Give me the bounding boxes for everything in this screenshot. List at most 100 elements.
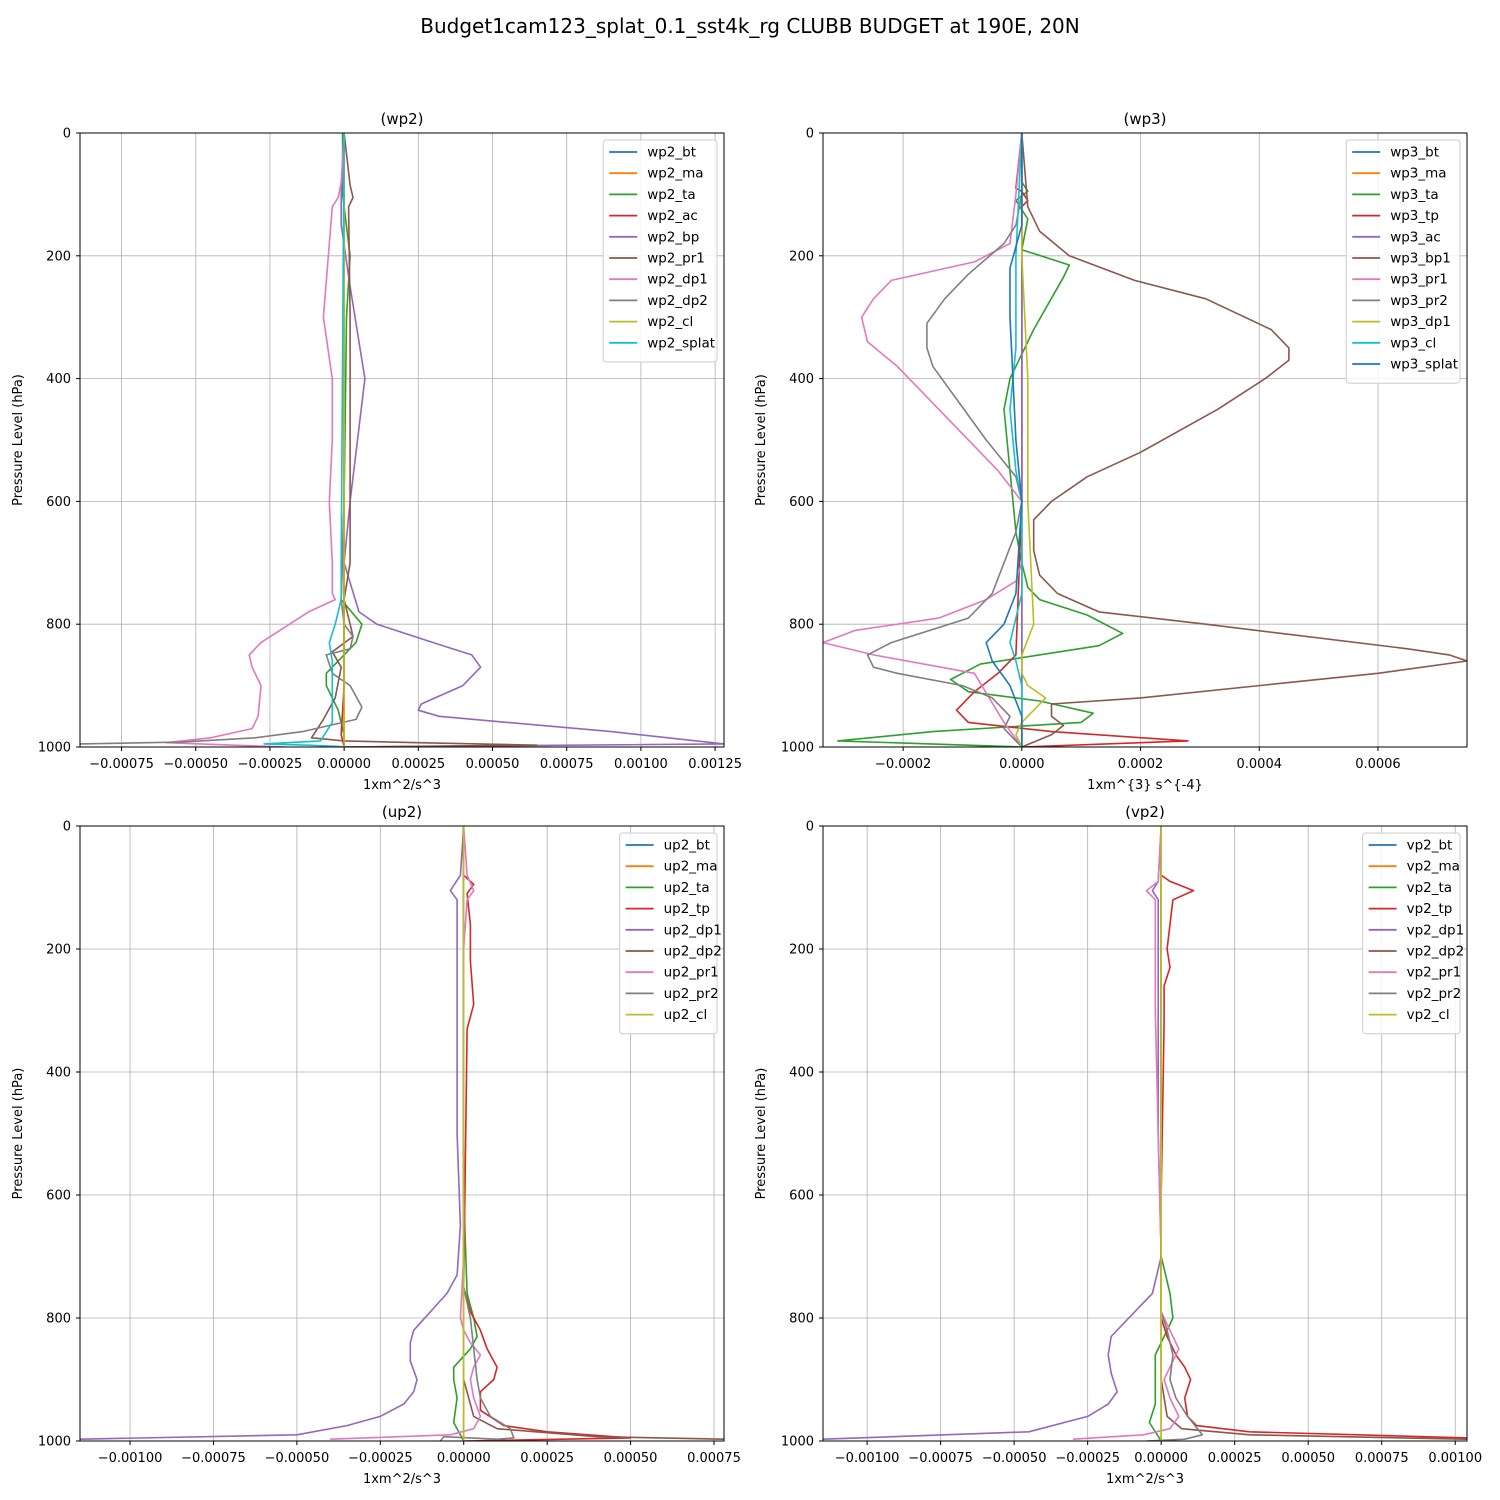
legend-box [1362, 832, 1461, 1035]
legend-label-wp2_bp: wp2_bp [647, 229, 699, 245]
chart-panel-1: −0.00075 −0.00050 −0.00025 0.00000 0.00025 0.… [11, 110, 742, 793]
legend-label-up2_pr1: up2_pr1 [664, 965, 719, 981]
chart-panel-4: −0.00100 −0.00075 −0.00050 −0.00025 0.00000 0… [754, 803, 1482, 1487]
x-tick-label: −0.00075 [908, 1451, 973, 1466]
x-tick-label: 0.00050 [466, 757, 520, 772]
legend: wp2_bt wp2_ma wp2_ta wp2_ac wp2_bp wp2_pr1 wp2… [602, 139, 718, 363]
legend-label-up2_cl: up2_cl [664, 1007, 708, 1023]
y-tick-label: 600 [46, 495, 71, 510]
x-axis-label: 1xm^2/s^3 [363, 1472, 441, 1487]
x-tick-label: 0.00075 [1355, 1451, 1409, 1466]
x-axis-label: 1xm^2/s^3 [363, 778, 441, 793]
legend-label-up2_dp2: up2_dp2 [664, 944, 722, 960]
legend-box [602, 139, 718, 363]
y-tick-label: 1000 [38, 741, 71, 756]
series-line-up2_ta [452, 826, 478, 1441]
legend-label-vp2_bt: vp2_bt [1407, 838, 1453, 854]
y-tick-label: 400 [46, 1066, 71, 1081]
legend-label-up2_tp: up2_tp [664, 901, 710, 917]
legend-label-wp2_splat: wp2_splat [647, 335, 715, 351]
series-group [80, 133, 724, 747]
series-line-wp3_bp1 [1021, 133, 1467, 747]
x-tick-label: 0.00050 [1281, 1451, 1335, 1466]
legend-label-wp2_dp2: wp2_dp2 [647, 293, 708, 309]
panel-title: (up2) [382, 803, 422, 821]
series-line-wp2_dp1 [165, 133, 345, 747]
chart-panel-2: −0.0002 0.0000 0.0002 0.0004 0.0006 0 200 400 60… [754, 110, 1468, 793]
panel-title: (wp3) [1123, 110, 1166, 128]
legend-label-up2_ta: up2_ta [664, 880, 710, 896]
y-tick-label: 600 [789, 495, 814, 510]
legend-label-wp2_ac: wp2_ac [647, 208, 698, 224]
x-tick-label: 0.00100 [1428, 1451, 1482, 1466]
panel-title: (wp2) [380, 110, 423, 128]
axes-frame [822, 825, 1468, 1442]
legend-label-vp2_tp: vp2_tp [1407, 901, 1453, 917]
legend-label-vp2_ma: vp2_ma [1407, 859, 1460, 875]
legend: wp3_bt wp3_ma wp3_ta wp3_tp wp3_ac wp3_bp1 wp3… [1345, 139, 1461, 384]
panel-title: (vp2) [1125, 803, 1165, 821]
legend: up2_bt up2_ma up2_ta up2_tp up2_dp1 up2_dp2up… [619, 832, 722, 1035]
y-tick-label: 800 [789, 618, 814, 633]
x-tick-label: 0.00025 [1208, 1451, 1262, 1466]
x-tick-label: 0.00050 [604, 1451, 658, 1466]
series-line-wp2_bp [340, 133, 724, 747]
x-tick-label: 0.0002 [1118, 757, 1164, 772]
y-tick-label: 600 [46, 1189, 71, 1204]
x-tick-label: −0.00025 [348, 1451, 413, 1466]
x-tick-label: 0.0006 [1355, 757, 1401, 772]
x-tick-label: −0.00025 [1055, 1451, 1120, 1466]
legend-label-wp3_pr2: wp3_pr2 [1390, 293, 1448, 309]
axes-frame [822, 132, 1468, 748]
y-tick-label: 400 [789, 1066, 814, 1081]
y-tick-label: 1000 [781, 741, 814, 756]
legend-box [619, 832, 718, 1035]
y-tick-label: 0 [63, 127, 71, 142]
x-tick-label: −0.00100 [98, 1451, 163, 1466]
legend-label-vp2_dp1: vp2_dp1 [1407, 922, 1465, 938]
series-line-up2_dp1 [80, 826, 465, 1440]
series-line-wp3_pr2 [866, 133, 1023, 747]
y-axis-label: Pressure Level (hPa) [11, 1068, 26, 1200]
legend-label-vp2_cl: vp2_cl [1407, 1007, 1450, 1023]
x-tick-label: −0.00025 [238, 757, 303, 772]
y-tick-label: 200 [46, 249, 71, 264]
series-line-wp2_ta [325, 133, 363, 747]
legend-label-wp3_bt: wp3_bt [1390, 145, 1439, 161]
legend-label-wp2_bt: wp2_bt [647, 145, 696, 161]
y-tick-label: 200 [789, 249, 814, 264]
series-line-wp2_dp2 [80, 133, 363, 745]
series-line-vp2_dp1 [823, 826, 1162, 1440]
series-line-wp3_pr1 [823, 133, 1023, 747]
legend-label-vp2_pr2: vp2_pr2 [1407, 986, 1462, 1002]
legend-label-wp3_pr1: wp3_pr1 [1390, 272, 1448, 288]
series-group [80, 826, 724, 1441]
legend-label-wp3_cl: wp3_cl [1390, 335, 1436, 351]
y-tick-label: 1000 [38, 1435, 71, 1450]
legend-label-wp3_ta: wp3_ta [1390, 187, 1439, 203]
x-tick-label: 0.0000 [999, 757, 1045, 772]
y-axis-label: Pressure Level (hPa) [11, 374, 26, 506]
x-tick-label: −0.00050 [982, 1451, 1047, 1466]
legend-label-wp3_bp1: wp3_bp1 [1390, 251, 1451, 267]
series-group [823, 133, 1467, 747]
legend-label-wp3_tp: wp3_tp [1390, 208, 1439, 224]
y-axis-label: Pressure Level (hPa) [754, 374, 769, 506]
y-tick-label: 400 [46, 372, 71, 387]
legend-label-vp2_pr1: vp2_pr1 [1407, 965, 1462, 981]
legend-label-up2_dp1: up2_dp1 [664, 922, 722, 938]
axes-frame [79, 825, 725, 1442]
legend-label-wp2_pr1: wp2_pr1 [647, 251, 705, 267]
y-tick-label: 800 [46, 618, 71, 633]
legend-label-up2_ma: up2_ma [664, 859, 718, 875]
x-tick-label: 0.00100 [614, 757, 668, 772]
legend-label-vp2_dp2: vp2_dp2 [1407, 944, 1465, 960]
series-line-vp2_pr1 [1072, 826, 1180, 1440]
x-tick-label: −0.00100 [835, 1451, 900, 1466]
x-tick-label: 0.00025 [391, 757, 445, 772]
series-line-up2_pr1 [330, 826, 482, 1440]
chart-panel-3: −0.00100 −0.00075 −0.00050 −0.00025 0.00000 0… [11, 803, 741, 1487]
x-tick-label: 0.00000 [1134, 1451, 1188, 1466]
x-tick-label: 0.00125 [688, 757, 742, 772]
